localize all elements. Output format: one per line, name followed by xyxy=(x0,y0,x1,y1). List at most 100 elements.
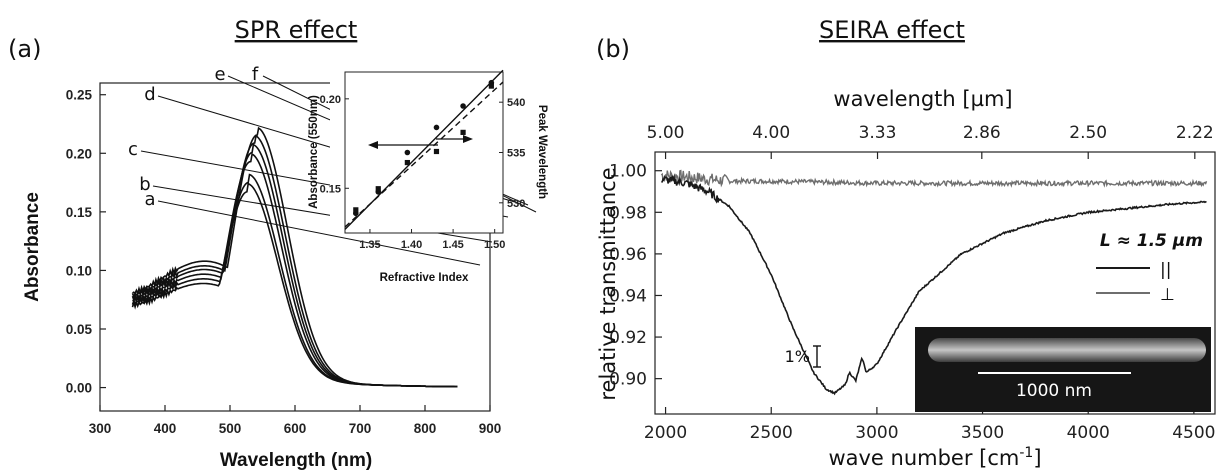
inset-point-absorbance xyxy=(433,124,440,131)
top-tick-label: 5.00 xyxy=(647,123,685,143)
inset-y-tick-label-right: 535 xyxy=(507,148,525,160)
y-tick-label: 0.05 xyxy=(66,322,93,337)
inset-y-tick-label-left: 0.20 xyxy=(320,94,341,106)
x-tick-label: 600 xyxy=(284,421,307,436)
curve-label-c: c xyxy=(128,139,138,160)
chart-b-frame xyxy=(654,151,1216,415)
inset-x-label: Refractive Index xyxy=(380,272,469,284)
chart-b-y-label: relative transmittance xyxy=(596,167,620,400)
x-tick-label: 2500 xyxy=(750,423,793,443)
chart-a-y-ticks: 0.00 0.05 0.10 0.15 0.20 0.25 xyxy=(66,88,106,396)
y-tick-label: 0.90 xyxy=(609,370,647,390)
chart-b-top-ticks: 5.00 4.00 3.33 2.86 2.50 2.22 xyxy=(647,123,1214,159)
top-tick-label: 2.22 xyxy=(1176,123,1214,143)
inset-background xyxy=(330,70,503,233)
y-tick-label: 0.10 xyxy=(66,263,92,278)
inset-arrows xyxy=(368,135,473,149)
curve-label-d: d xyxy=(144,84,155,105)
inset-point-wavelength xyxy=(488,83,494,89)
inset-point-absorbance xyxy=(404,149,411,156)
curve-label-b: b xyxy=(139,174,150,195)
curve-label-e: e xyxy=(214,64,225,85)
x-tick-label: 500 xyxy=(219,421,242,436)
inset-point-wavelength xyxy=(353,207,359,213)
right-arrow-head xyxy=(463,135,473,143)
chart-b-y-ticks: 0.90 0.92 0.94 0.96 0.98 1.00 xyxy=(609,162,662,390)
y-tick-label: 0.20 xyxy=(66,146,92,161)
chart-a-x-ticks: 300 400 500 600 700 800 900 xyxy=(89,405,502,436)
curve-label-a: a xyxy=(144,189,155,210)
inset-ticks: 1.35 1.40 1.45 1.50 0.15 0.20 530 535 540 xyxy=(320,94,526,251)
chart-a-y-label: Absorbance xyxy=(22,192,43,302)
inset-point-wavelength xyxy=(375,186,381,192)
curve-label-leader-a xyxy=(157,200,481,266)
inset-point-wavelength xyxy=(460,129,466,135)
inset-x-tick-label: 1.40 xyxy=(401,239,422,251)
inset-x-tick-label: 1.35 xyxy=(359,239,380,251)
chart-b-curves xyxy=(660,169,1208,396)
inset-x-tick-label: 1.50 xyxy=(484,239,505,251)
y-tick-label: 0.15 xyxy=(66,205,93,220)
inset-x-tick-label: 1.45 xyxy=(442,239,463,251)
x-tick-label: 800 xyxy=(414,421,437,436)
inset-point-wavelength xyxy=(404,159,410,166)
percent-scale-bar: 1% xyxy=(785,345,821,368)
inset-y-tick-label-right: 540 xyxy=(507,97,525,109)
x-tick-label: 900 xyxy=(479,421,502,436)
top-tick-label: 4.00 xyxy=(752,123,790,143)
nanorod-image xyxy=(928,338,1206,362)
inset-y-label-left: Absorbance (550nm) xyxy=(308,95,320,209)
x-tick-label: 300 xyxy=(89,421,112,436)
scale-bar-label: 1% xyxy=(785,347,810,366)
y-tick-label: 0.92 xyxy=(609,328,647,348)
y-tick-label: 1.00 xyxy=(609,162,647,182)
top-tick-label: 3.33 xyxy=(859,123,897,143)
curve-label-f: f xyxy=(252,64,259,85)
chart-a-curves xyxy=(131,126,458,388)
x-tick-label: 4500 xyxy=(1172,423,1215,443)
chart-a-x-label: Wavelength (nm) xyxy=(220,450,372,471)
inset-micrograph: 1000 nm xyxy=(915,327,1211,412)
legend-label-parallel: || xyxy=(1160,260,1171,280)
x-tick-label: 3000 xyxy=(855,423,898,443)
chart-b-top-label: wavelength [µm] xyxy=(833,87,1012,111)
chart-b-legend: L ≈ 1.5 µm || ⊥ xyxy=(1096,231,1203,305)
inset-y-label-right: Peak Wavelength xyxy=(536,105,548,199)
inset-point-wavelength xyxy=(433,148,440,155)
inset-y-tick-label-left: 0.15 xyxy=(320,183,341,195)
chart-a-inset: 1.35 1.40 1.45 1.50 0.15 0.20 530 535 540 Refrac… xyxy=(308,69,548,284)
top-tick-label: 2.50 xyxy=(1069,123,1107,143)
inset-fit-wavelength xyxy=(344,81,504,228)
x-tick-label: 4000 xyxy=(1067,423,1110,443)
x-tick-label: 3500 xyxy=(961,423,1004,443)
panel-b-label: (b) xyxy=(596,35,630,63)
y-tick-label: 0.98 xyxy=(609,203,647,223)
micrograph-scale-label: 1000 nm xyxy=(1016,381,1092,401)
left-arrow-head xyxy=(368,141,378,149)
transmittance-curve-perpendicular xyxy=(660,169,1208,188)
inset-points xyxy=(353,79,495,217)
chart-a: 300 400 500 600 700 800 900 0.000.050.100.150.… xyxy=(22,64,548,471)
chart-b-x-ticks: 2000 2500 3000 3500 4000 4500 xyxy=(644,407,1216,443)
x-tick-label: 2000 xyxy=(644,423,687,443)
y-tick-label: 0.96 xyxy=(609,245,647,265)
y-tick-label: 0.25 xyxy=(66,88,93,103)
x-tick-label: 700 xyxy=(349,421,372,436)
inset-point-absorbance xyxy=(460,103,466,109)
legend-title: L ≈ 1.5 µm xyxy=(1100,231,1203,251)
inset-fit-lines xyxy=(344,69,504,230)
panel-a-title: SPR effect xyxy=(235,16,358,44)
top-tick-label: 2.86 xyxy=(963,123,1001,143)
legend-label-perpendicular: ⊥ xyxy=(1160,285,1175,305)
absorbance-curve-f xyxy=(132,126,458,388)
chart-b: 2000 2500 3000 3500 4000 4500 5.00 4.00 3.33 2.8… xyxy=(596,87,1216,470)
y-tick-label: 0.94 xyxy=(609,286,647,306)
inset-y-tick-label-right: 530 xyxy=(507,198,525,210)
transmittance-curve-parallel xyxy=(661,174,1207,396)
chart-b-x-label: wave number [cm-1] xyxy=(828,445,1041,470)
y-tick-label: 0.00 xyxy=(66,381,92,396)
panel-a-label: (a) xyxy=(8,35,41,63)
x-tick-label: 400 xyxy=(154,421,177,436)
panel-b-title: SEIRA effect xyxy=(819,16,965,44)
